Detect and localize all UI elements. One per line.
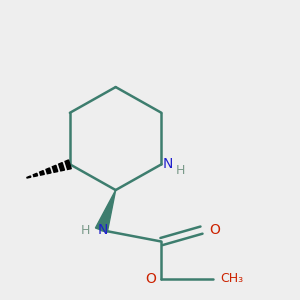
Polygon shape: [95, 190, 116, 232]
Text: CH₃: CH₃: [220, 272, 243, 285]
Text: O: O: [209, 223, 220, 237]
Polygon shape: [33, 173, 38, 177]
Polygon shape: [65, 160, 71, 169]
Polygon shape: [46, 168, 51, 174]
Text: O: O: [145, 272, 156, 286]
Polygon shape: [52, 165, 58, 172]
Polygon shape: [40, 171, 44, 175]
Text: H: H: [81, 224, 90, 237]
Text: H: H: [176, 164, 186, 176]
Text: N: N: [163, 157, 173, 171]
Polygon shape: [27, 176, 31, 178]
Text: N: N: [98, 223, 108, 237]
Polygon shape: [59, 163, 64, 171]
